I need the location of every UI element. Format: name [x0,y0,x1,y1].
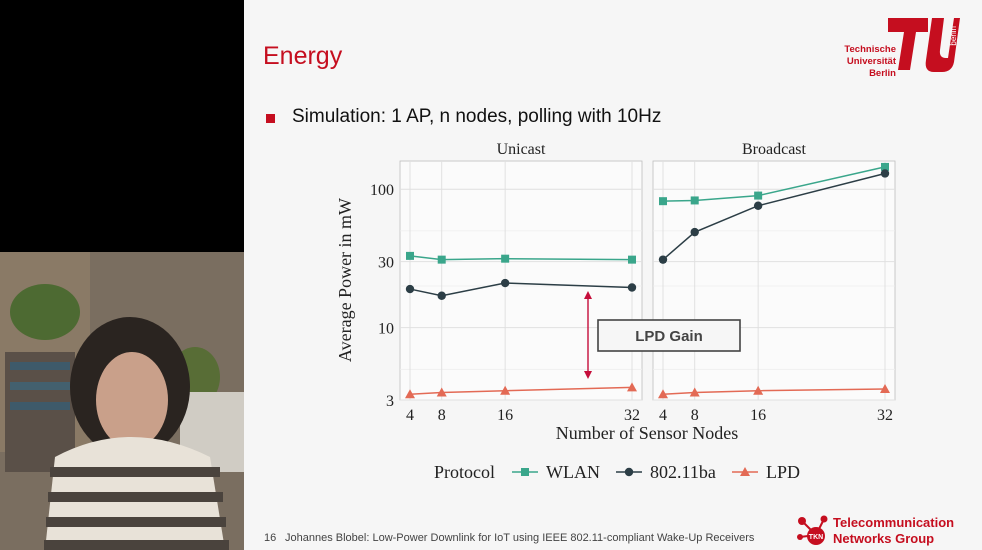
group-name: Telecommunication Networks Group [833,515,954,547]
panel-broadcast [652,160,896,401]
y-tick-label: 3 [386,393,394,410]
data-point-80211ba [405,284,415,294]
series-line-lpd [409,386,633,396]
data-point-wlan [690,196,699,205]
y-tick-label: 10 [378,321,394,338]
x-tick-label: 32 [624,407,640,424]
slide-title: Energy [263,42,343,70]
legend-item-wlan-marker [521,468,529,476]
data-point-lpd [500,385,511,395]
black-background [0,0,244,252]
university-line-2: Universität [846,56,896,67]
data-point-wlan [754,191,763,200]
series-line-80211ba [409,282,633,297]
y-tick-label: 30 [378,255,394,272]
data-point-wlan [437,255,446,264]
panel-unicast [399,160,643,401]
data-point-80211ba [658,255,668,264]
footer-text: Johannes Blobel: Low-Power Downlink for … [285,532,755,544]
webcam-video [0,252,244,550]
university-line-3: Berlin [869,68,896,79]
legend-item-80211ba-label: 802.11ba [650,462,716,482]
facet-label-unicast: Unicast [497,141,546,158]
lpd-gain-box [597,319,741,352]
group-line-1: Telecommunication [833,515,955,530]
x-tick-label: 32 [877,407,893,424]
data-point-lpd [658,389,668,399]
legend-item-lpd-marker [740,467,750,476]
legend-item-wlan-label: WLAN [546,462,600,482]
data-point-lpd [436,387,447,397]
presenter-webcam-image [0,252,244,550]
university-line-1: Technische [844,44,896,55]
data-point-wlan [881,162,889,171]
data-point-lpd [753,385,764,395]
presentation-slide: Energy berlin Technische Universität Ber… [244,0,982,550]
data-point-80211ba [753,201,763,210]
data-point-lpd [627,382,637,392]
series-line-wlan [409,255,633,261]
lpd-gain-arrow-head-down-icon [584,371,592,379]
x-axis-title: Number of Sensor Nodes [556,423,738,443]
y-tick-label: 100 [370,182,394,199]
lpd-gain-label: LPD Gain [635,328,703,345]
data-point-wlan [501,254,510,263]
facet-label-broadcast: Broadcast [742,141,807,158]
group-line-2: Networks Group [833,531,935,546]
series-line-80211ba [662,172,886,261]
legend-item-80211ba-marker [624,467,634,477]
data-point-wlan [406,251,414,260]
data-point-lpd [689,387,700,397]
x-tick-label: 8 [438,407,446,424]
x-tick-label: 8 [691,407,699,424]
data-point-lpd [880,384,890,394]
legend-item-lpd-label: LPD [766,462,800,482]
x-tick-label: 4 [406,407,414,424]
bullet-icon [266,114,275,123]
lpd-gain-arrow-head-up-icon [584,291,592,299]
tu-berlin-logo-icon: berlin [888,18,960,72]
x-tick-label: 16 [750,407,766,424]
data-point-wlan [659,197,667,206]
series-line-wlan [662,166,886,202]
x-tick-label: 4 [659,407,667,424]
page-number: 16 [264,532,277,544]
series-line-lpd [662,388,886,396]
data-point-lpd [405,389,415,399]
data-point-80211ba [690,227,699,237]
data-point-80211ba [627,283,637,292]
data-point-80211ba [880,169,890,178]
data-point-wlan [628,255,636,264]
university-name: Technische Universität Berlin [804,44,896,80]
data-point-80211ba [500,278,510,288]
energy-chart: 4 8 16 32 Unicast 4 8 16 32 Broadcast 3 10 30 100 Numb… [335,141,896,482]
data-point-80211ba [437,291,446,300]
y-axis-title: Average Power in mW [335,198,355,362]
x-tick-label: 16 [497,407,513,424]
tkn-logo-icon: TKN [797,515,828,545]
tkn-badge-label: TKN [809,534,823,541]
legend-title: Protocol [434,462,495,482]
bullet-text: Simulation: 1 AP, n nodes, polling with … [292,106,662,127]
logo-side-label: berlin [949,26,958,46]
